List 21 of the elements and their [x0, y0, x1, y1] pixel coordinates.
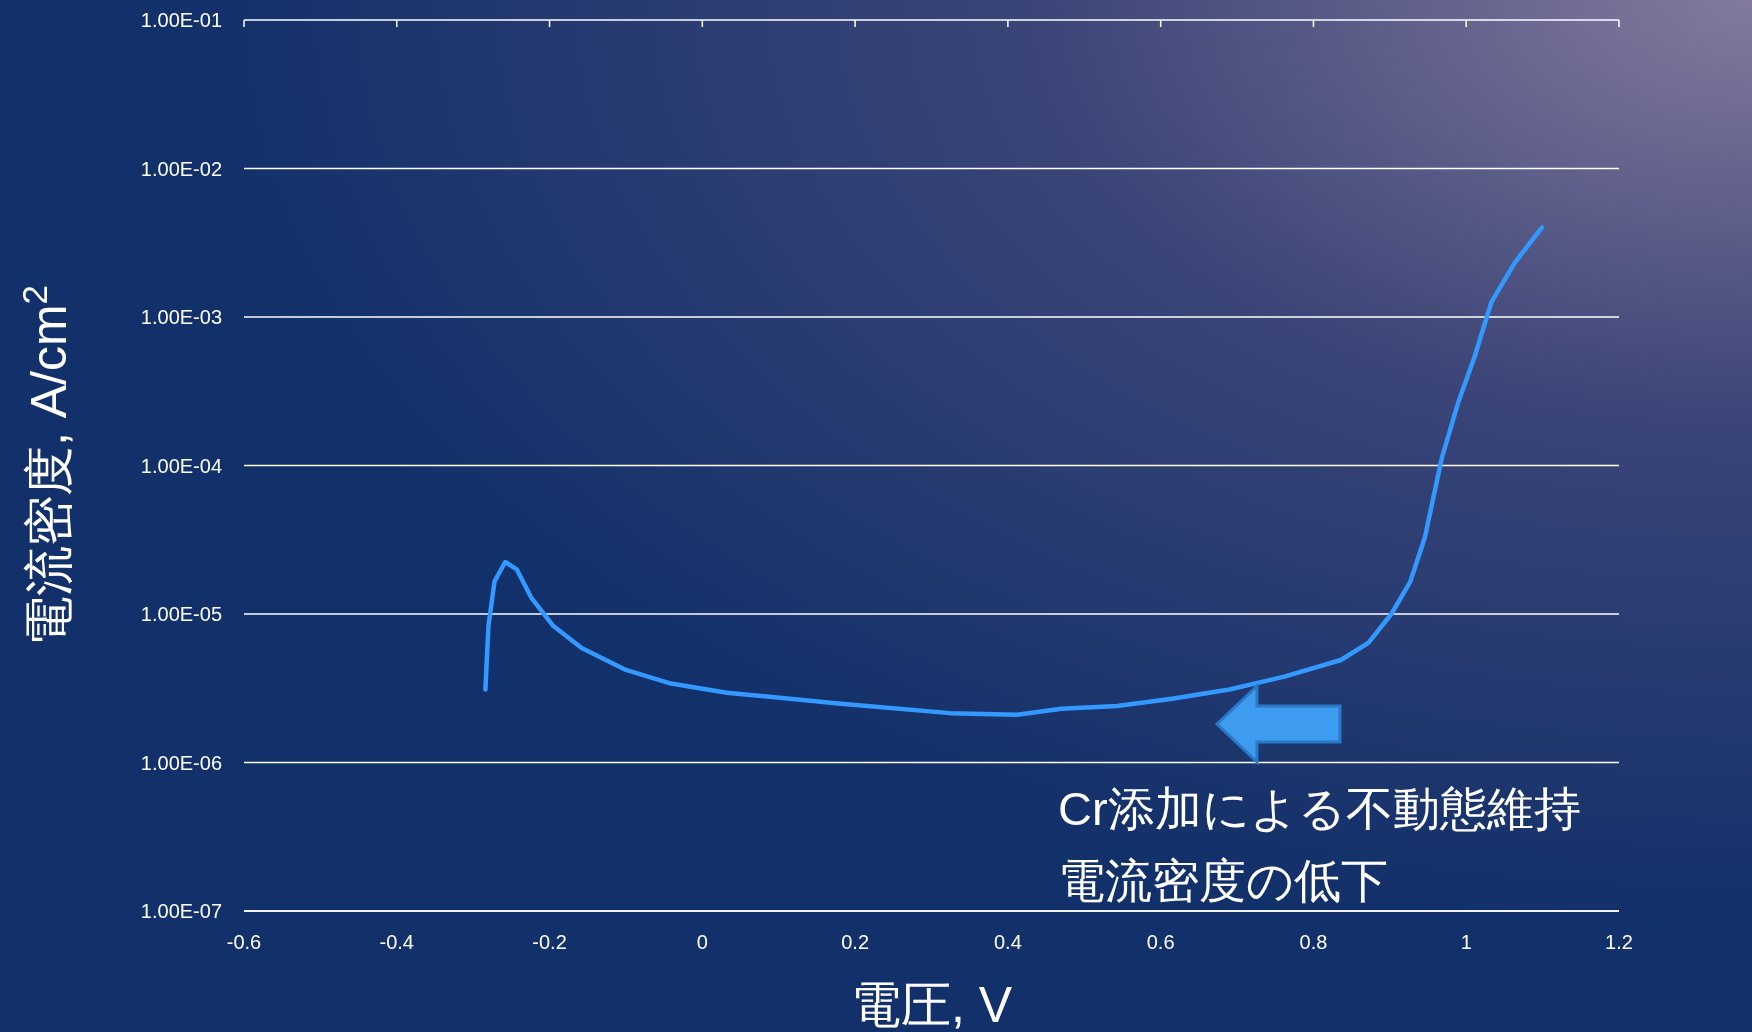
- x-axis-title: 電圧, V: [850, 977, 1013, 1032]
- x-tick-label: 0.2: [841, 931, 870, 953]
- x-tick-label: 0: [696, 931, 708, 953]
- annotation: Cr添加による不動態維持: [1058, 782, 1581, 835]
- x-tick-label: 0.8: [1299, 931, 1328, 953]
- y-tick-label: 1.00E-04: [140, 454, 222, 477]
- y-tick-label: 1.00E-05: [140, 603, 222, 625]
- y-tick-label: 1.00E-06: [140, 751, 222, 774]
- x-tick-label: 1.2: [1605, 931, 1633, 953]
- x-tick-label: -0.6: [226, 931, 262, 953]
- annotation: 電流密度の低下: [1058, 854, 1388, 907]
- line-series: [483, 225, 1545, 717]
- y-tick-label: 1.00E-07: [140, 900, 222, 922]
- x-tick-label: -0.2: [532, 931, 567, 953]
- y-tick-label: 1.00E-03: [140, 306, 222, 328]
- y-tick-label: 1.00E-01: [140, 9, 222, 31]
- x-tick-label: 0.4: [993, 931, 1022, 953]
- y-tick-label: 1.00E-02: [140, 157, 222, 180]
- x-tick-label: 0.6: [1146, 931, 1175, 953]
- x-tick-label: 1: [1460, 931, 1472, 953]
- x-tick-label: -0.4: [379, 931, 415, 953]
